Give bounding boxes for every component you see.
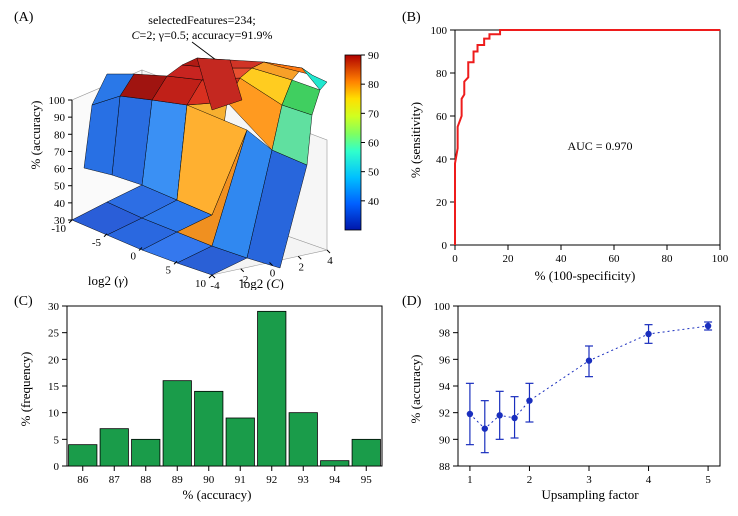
- svg-text:5: 5: [54, 434, 60, 446]
- svg-text:50: 50: [368, 167, 380, 179]
- svg-text:60: 60: [54, 164, 66, 176]
- svg-text:2: 2: [527, 474, 533, 486]
- svg-text:90: 90: [368, 50, 380, 62]
- svg-text:92: 92: [266, 474, 277, 486]
- bars: [69, 311, 381, 466]
- svg-text:0: 0: [131, 251, 137, 263]
- panel-d-label: (D): [402, 294, 421, 310]
- svg-text:40: 40: [368, 196, 380, 208]
- svg-text:88: 88: [439, 461, 451, 473]
- svg-text:80: 80: [368, 79, 380, 91]
- svg-text:60: 60: [368, 138, 380, 150]
- svg-text:94: 94: [329, 474, 341, 486]
- svg-text:100: 100: [712, 253, 729, 265]
- panel-b-label: (B): [402, 10, 421, 26]
- panel-c: (C) 0 5 10 15 20 25 30 86 87 88 89 90 91 92 93 94 95 % (…: [12, 294, 392, 506]
- y-axis-title: % (sensitivity): [408, 102, 423, 178]
- error-points: [466, 322, 712, 453]
- roc-plot: 0 20 40 60 80 100 0 20 40 60 80 100 AUC = 0.970 % (…: [400, 10, 730, 290]
- svg-text:30: 30: [48, 301, 60, 313]
- svg-text:4: 4: [646, 474, 652, 486]
- svg-text:20: 20: [436, 197, 448, 209]
- surface-plot: selectedFeatures=234; C=2; γ=0.5; accura…: [12, 10, 392, 290]
- svg-text:90: 90: [439, 434, 451, 446]
- svg-text:5: 5: [705, 474, 711, 486]
- svg-text:89: 89: [172, 474, 184, 486]
- panel-a-label: (A): [14, 10, 33, 26]
- z-axis-title: % (accuracy): [28, 101, 43, 170]
- svg-text:80: 80: [662, 253, 674, 265]
- panel-d: (D) 1 2 3 4 5 88 90 92 94 96 98 100 Upsampling fact…: [400, 294, 730, 506]
- svg-text:80: 80: [54, 129, 66, 141]
- svg-text:20: 20: [48, 354, 60, 366]
- svg-text:1: 1: [467, 474, 473, 486]
- svg-text:92: 92: [439, 408, 450, 420]
- svg-text:4: 4: [327, 255, 333, 267]
- svg-text:20: 20: [503, 253, 515, 265]
- svg-text:10: 10: [195, 278, 207, 290]
- roc-curve: [455, 30, 720, 245]
- svg-text:88: 88: [140, 474, 152, 486]
- svg-text:80: 80: [436, 68, 448, 80]
- axes: 1 2 3 4 5 88 90 92 94 96 98 100: [434, 301, 721, 486]
- histogram: 0 5 10 15 20 25 30 86 87 88 89 90 91 92 93 94 95 % (accu…: [12, 294, 392, 504]
- panel-a-title1: selectedFeatures=234;: [148, 13, 255, 27]
- svg-text:93: 93: [298, 474, 310, 486]
- auc-text: AUC = 0.970: [567, 139, 632, 153]
- y-axis-title: % (accuracy): [408, 355, 423, 424]
- svg-text:90: 90: [54, 112, 66, 124]
- svg-text:100: 100: [49, 95, 66, 107]
- svg-text:100: 100: [434, 301, 451, 313]
- svg-text:94: 94: [439, 381, 451, 393]
- svg-text:60: 60: [436, 111, 448, 123]
- svg-text:60: 60: [609, 253, 621, 265]
- trend-line: [470, 326, 708, 429]
- svg-text:-10: -10: [51, 223, 66, 235]
- svg-text:96: 96: [439, 354, 451, 366]
- x-axis-title: log2 (γ): [88, 273, 128, 288]
- y-axis-title: log2 (C): [240, 276, 284, 290]
- y-axis-title: % (frequency): [18, 352, 33, 427]
- svg-text:5: 5: [166, 264, 172, 276]
- panel-b: (B) 0 20 40 60 80 100 0 20 40 60 80 100 AUC = 0.970…: [400, 10, 730, 290]
- svg-text:25: 25: [48, 328, 60, 340]
- x-axis-title: % (accuracy): [183, 487, 252, 502]
- svg-text:70: 70: [368, 108, 380, 120]
- x-axis-title: Upsampling factor: [541, 487, 639, 502]
- svg-text:0: 0: [54, 461, 60, 473]
- svg-text:-4: -4: [210, 280, 220, 290]
- panel-a-title2: C=2; γ=0.5; accuracy=91.9%: [132, 28, 273, 42]
- svg-text:86: 86: [77, 474, 89, 486]
- svg-text:95: 95: [361, 474, 373, 486]
- z-ticks: 30405060708090100: [49, 95, 73, 227]
- svg-text:3: 3: [586, 474, 592, 486]
- svg-text:15: 15: [48, 381, 60, 393]
- svg-text:100: 100: [431, 25, 448, 37]
- svg-text:0: 0: [452, 253, 458, 265]
- svg-text:40: 40: [54, 198, 66, 210]
- svg-text:10: 10: [48, 408, 60, 420]
- svg-text:87: 87: [109, 474, 121, 486]
- colorbar: [345, 55, 361, 230]
- colorbar-ticks: 40 50 60 70 80 90: [361, 50, 380, 208]
- svg-text:0: 0: [442, 240, 448, 252]
- svg-text:70: 70: [54, 146, 66, 158]
- svg-text:-5: -5: [92, 237, 102, 249]
- svg-text:50: 50: [54, 181, 66, 193]
- svg-text:2: 2: [299, 261, 305, 273]
- errorbar-plot: 1 2 3 4 5 88 90 92 94 96 98 100 Upsampling factor %…: [400, 294, 730, 504]
- panel-c-label: (C): [14, 294, 33, 310]
- svg-text:98: 98: [439, 328, 451, 340]
- svg-text:40: 40: [436, 154, 448, 166]
- panel-a: (A) selectedFeatures=234; C=2; γ=0.5; ac…: [12, 10, 392, 290]
- svg-text:90: 90: [203, 474, 215, 486]
- svg-text:91: 91: [235, 474, 246, 486]
- x-axis-title: % (100-specificity): [535, 268, 636, 283]
- svg-text:40: 40: [556, 253, 568, 265]
